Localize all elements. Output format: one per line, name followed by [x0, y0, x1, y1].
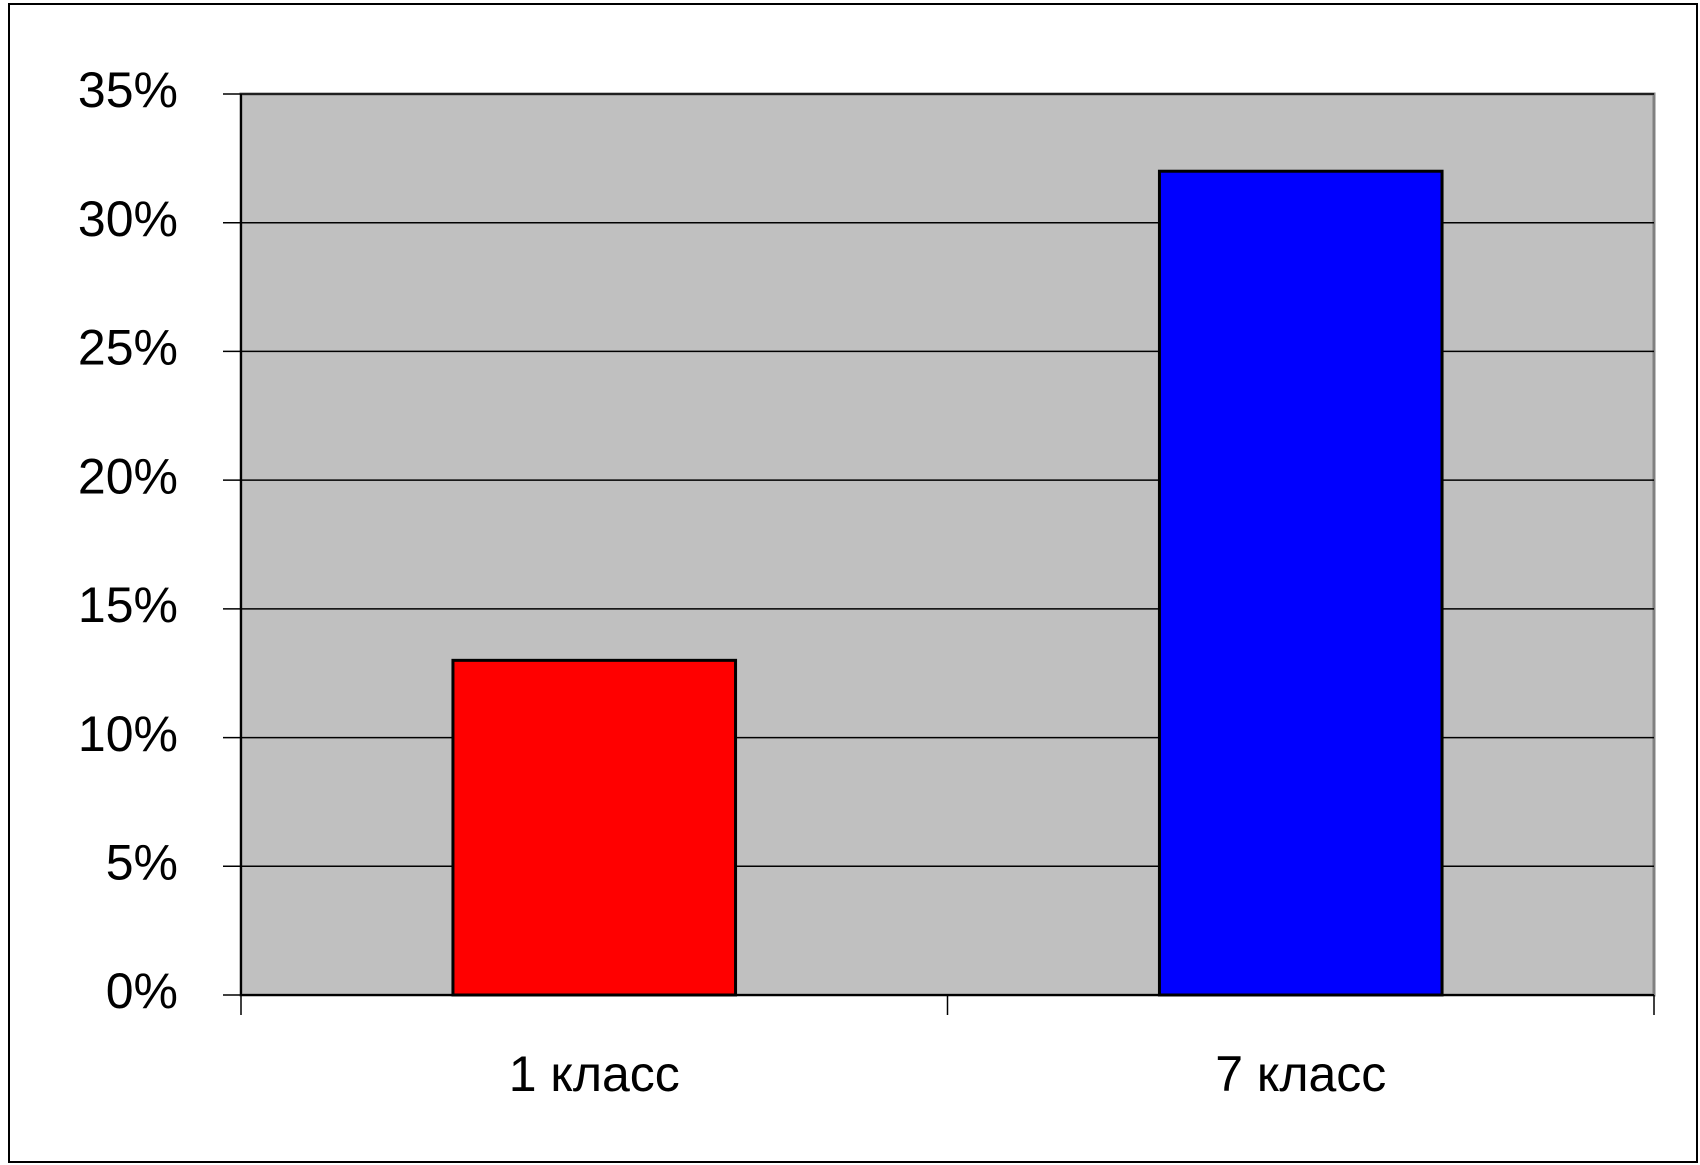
- bar: [451, 658, 738, 997]
- y-tick-label: 15%: [78, 577, 178, 633]
- y-tick-label: 30%: [78, 191, 178, 247]
- y-tick-label: 25%: [78, 320, 178, 376]
- y-tick-label: 35%: [78, 62, 178, 118]
- x-tick-label: 1 класс: [509, 1046, 680, 1102]
- x-tick-label: 7 класс: [1215, 1046, 1386, 1102]
- y-tick-label: 10%: [78, 706, 178, 762]
- bar: [1157, 169, 1444, 997]
- y-tick-label: 0%: [106, 963, 178, 1019]
- y-tick-label: 5%: [106, 834, 178, 890]
- y-tick-label: 20%: [78, 448, 178, 504]
